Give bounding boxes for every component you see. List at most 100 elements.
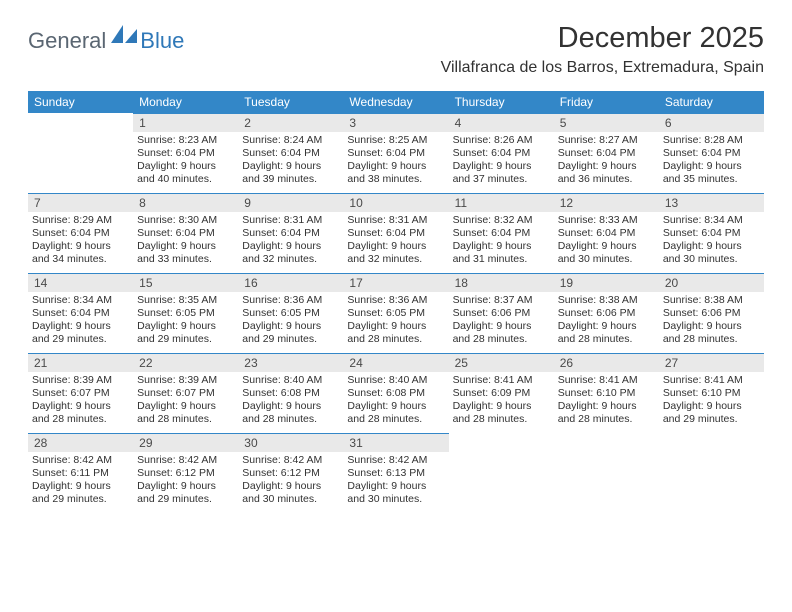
day-number: 21 [28, 353, 133, 372]
day-number: 8 [133, 193, 238, 212]
calendar-week-row: 7Sunrise: 8:29 AMSunset: 6:04 PMDaylight… [28, 193, 764, 273]
calendar-day-cell: 21Sunrise: 8:39 AMSunset: 6:07 PMDayligh… [28, 353, 133, 433]
day-number: 2 [238, 113, 343, 132]
day-number: 20 [659, 273, 764, 292]
day-details: Sunrise: 8:42 AMSunset: 6:12 PMDaylight:… [238, 452, 343, 511]
day-details: Sunrise: 8:41 AMSunset: 6:10 PMDaylight:… [554, 372, 659, 431]
day-number: 29 [133, 433, 238, 452]
day-number: 27 [659, 353, 764, 372]
calendar-day-cell: 13Sunrise: 8:34 AMSunset: 6:04 PMDayligh… [659, 193, 764, 273]
day-details: Sunrise: 8:29 AMSunset: 6:04 PMDaylight:… [28, 212, 133, 271]
day-number: 30 [238, 433, 343, 452]
calendar-day-cell: 24Sunrise: 8:40 AMSunset: 6:08 PMDayligh… [343, 353, 448, 433]
day-details: Sunrise: 8:33 AMSunset: 6:04 PMDaylight:… [554, 212, 659, 271]
day-details: Sunrise: 8:34 AMSunset: 6:04 PMDaylight:… [28, 292, 133, 351]
calendar-day-cell [449, 433, 554, 513]
calendar-day-cell: 28Sunrise: 8:42 AMSunset: 6:11 PMDayligh… [28, 433, 133, 513]
day-details: Sunrise: 8:42 AMSunset: 6:12 PMDaylight:… [133, 452, 238, 511]
logo-text-general: General [28, 28, 106, 54]
day-details: Sunrise: 8:23 AMSunset: 6:04 PMDaylight:… [133, 132, 238, 191]
day-number: 14 [28, 273, 133, 292]
day-number: 9 [238, 193, 343, 212]
calendar-day-cell: 29Sunrise: 8:42 AMSunset: 6:12 PMDayligh… [133, 433, 238, 513]
calendar-day-cell: 19Sunrise: 8:38 AMSunset: 6:06 PMDayligh… [554, 273, 659, 353]
calendar-week-row: 21Sunrise: 8:39 AMSunset: 6:07 PMDayligh… [28, 353, 764, 433]
day-number: 31 [343, 433, 448, 452]
day-details: Sunrise: 8:24 AMSunset: 6:04 PMDaylight:… [238, 132, 343, 191]
day-details: Sunrise: 8:41 AMSunset: 6:10 PMDaylight:… [659, 372, 764, 431]
calendar-week-row: 14Sunrise: 8:34 AMSunset: 6:04 PMDayligh… [28, 273, 764, 353]
calendar-day-cell: 11Sunrise: 8:32 AMSunset: 6:04 PMDayligh… [449, 193, 554, 273]
day-details: Sunrise: 8:34 AMSunset: 6:04 PMDaylight:… [659, 212, 764, 271]
day-number: 1 [133, 113, 238, 132]
day-number: 12 [554, 193, 659, 212]
day-details: Sunrise: 8:40 AMSunset: 6:08 PMDaylight:… [238, 372, 343, 431]
day-number: 28 [28, 433, 133, 452]
calendar-day-cell: 2Sunrise: 8:24 AMSunset: 6:04 PMDaylight… [238, 113, 343, 193]
logo: General Blue [28, 28, 184, 54]
location-subtitle: Villafranca de los Barros, Extremadura, … [441, 59, 764, 77]
day-details: Sunrise: 8:31 AMSunset: 6:04 PMDaylight:… [238, 212, 343, 271]
weekday-header: Monday [133, 91, 238, 113]
calendar-day-cell: 9Sunrise: 8:31 AMSunset: 6:04 PMDaylight… [238, 193, 343, 273]
day-details: Sunrise: 8:41 AMSunset: 6:09 PMDaylight:… [449, 372, 554, 431]
calendar-day-cell: 16Sunrise: 8:36 AMSunset: 6:05 PMDayligh… [238, 273, 343, 353]
logo-text-blue: Blue [140, 28, 184, 54]
calendar-day-cell: 20Sunrise: 8:38 AMSunset: 6:06 PMDayligh… [659, 273, 764, 353]
day-details: Sunrise: 8:36 AMSunset: 6:05 PMDaylight:… [343, 292, 448, 351]
calendar-day-cell: 17Sunrise: 8:36 AMSunset: 6:05 PMDayligh… [343, 273, 448, 353]
day-details: Sunrise: 8:38 AMSunset: 6:06 PMDaylight:… [659, 292, 764, 351]
calendar-day-cell: 12Sunrise: 8:33 AMSunset: 6:04 PMDayligh… [554, 193, 659, 273]
day-number: 16 [238, 273, 343, 292]
calendar-day-cell: 6Sunrise: 8:28 AMSunset: 6:04 PMDaylight… [659, 113, 764, 193]
day-number: 7 [28, 193, 133, 212]
day-number: 6 [659, 113, 764, 132]
day-details: Sunrise: 8:27 AMSunset: 6:04 PMDaylight:… [554, 132, 659, 191]
calendar-day-cell: 25Sunrise: 8:41 AMSunset: 6:09 PMDayligh… [449, 353, 554, 433]
calendar-day-cell: 26Sunrise: 8:41 AMSunset: 6:10 PMDayligh… [554, 353, 659, 433]
day-number: 10 [343, 193, 448, 212]
day-details: Sunrise: 8:37 AMSunset: 6:06 PMDaylight:… [449, 292, 554, 351]
day-number: 11 [449, 193, 554, 212]
calendar-day-cell [28, 113, 133, 193]
day-number: 17 [343, 273, 448, 292]
calendar-day-cell: 10Sunrise: 8:31 AMSunset: 6:04 PMDayligh… [343, 193, 448, 273]
day-details: Sunrise: 8:36 AMSunset: 6:05 PMDaylight:… [238, 292, 343, 351]
day-details: Sunrise: 8:32 AMSunset: 6:04 PMDaylight:… [449, 212, 554, 271]
weekday-header: Wednesday [343, 91, 448, 113]
calendar-day-cell: 5Sunrise: 8:27 AMSunset: 6:04 PMDaylight… [554, 113, 659, 193]
calendar-day-cell: 4Sunrise: 8:26 AMSunset: 6:04 PMDaylight… [449, 113, 554, 193]
weekday-header: Saturday [659, 91, 764, 113]
day-number: 25 [449, 353, 554, 372]
day-details: Sunrise: 8:42 AMSunset: 6:13 PMDaylight:… [343, 452, 448, 511]
calendar-week-row: 28Sunrise: 8:42 AMSunset: 6:11 PMDayligh… [28, 433, 764, 513]
calendar-day-cell: 8Sunrise: 8:30 AMSunset: 6:04 PMDaylight… [133, 193, 238, 273]
day-details: Sunrise: 8:42 AMSunset: 6:11 PMDaylight:… [28, 452, 133, 511]
day-details: Sunrise: 8:39 AMSunset: 6:07 PMDaylight:… [28, 372, 133, 431]
calendar-day-cell: 15Sunrise: 8:35 AMSunset: 6:05 PMDayligh… [133, 273, 238, 353]
calendar-day-cell: 14Sunrise: 8:34 AMSunset: 6:04 PMDayligh… [28, 273, 133, 353]
calendar-day-cell [659, 433, 764, 513]
calendar-day-cell [554, 433, 659, 513]
weekday-header: Thursday [449, 91, 554, 113]
calendar-table: SundayMondayTuesdayWednesdayThursdayFrid… [28, 91, 764, 513]
day-details: Sunrise: 8:40 AMSunset: 6:08 PMDaylight:… [343, 372, 448, 431]
month-title: December 2025 [441, 22, 764, 55]
day-number: 23 [238, 353, 343, 372]
day-details: Sunrise: 8:39 AMSunset: 6:07 PMDaylight:… [133, 372, 238, 431]
day-number: 19 [554, 273, 659, 292]
calendar-day-cell: 22Sunrise: 8:39 AMSunset: 6:07 PMDayligh… [133, 353, 238, 433]
calendar-day-cell: 30Sunrise: 8:42 AMSunset: 6:12 PMDayligh… [238, 433, 343, 513]
day-number: 24 [343, 353, 448, 372]
weekday-header: Friday [554, 91, 659, 113]
day-number: 13 [659, 193, 764, 212]
day-number: 3 [343, 113, 448, 132]
day-details: Sunrise: 8:38 AMSunset: 6:06 PMDaylight:… [554, 292, 659, 351]
day-number: 22 [133, 353, 238, 372]
weekday-header: Tuesday [238, 91, 343, 113]
calendar-week-row: 1Sunrise: 8:23 AMSunset: 6:04 PMDaylight… [28, 113, 764, 193]
day-details: Sunrise: 8:26 AMSunset: 6:04 PMDaylight:… [449, 132, 554, 191]
day-number: 15 [133, 273, 238, 292]
day-number: 26 [554, 353, 659, 372]
calendar-day-cell: 1Sunrise: 8:23 AMSunset: 6:04 PMDaylight… [133, 113, 238, 193]
